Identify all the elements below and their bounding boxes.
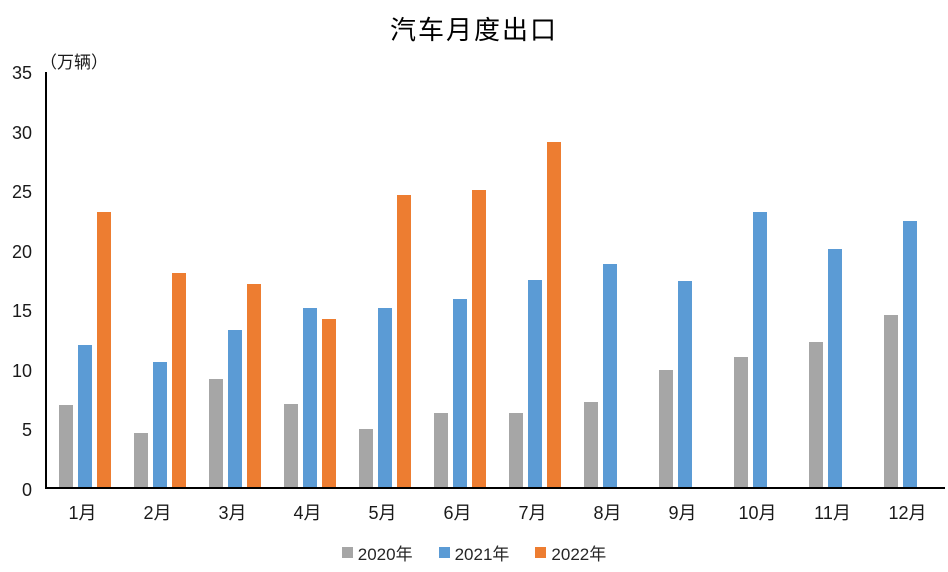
- bar-2020年-10月: [733, 357, 748, 487]
- bar-2022年-5月: [396, 195, 411, 487]
- x-axis-label-6月: 6月: [443, 503, 472, 523]
- bar-2020年-3月: [208, 378, 223, 487]
- y-axis-tick-label: 15: [11, 301, 32, 322]
- bar-2020年-5月: [358, 428, 373, 487]
- bar-group-12月: [872, 72, 947, 487]
- bar-group-8月: [572, 72, 647, 487]
- y-axis-tick-label: 20: [11, 241, 32, 262]
- bar-2020年-1月: [58, 404, 73, 487]
- x-axis-label-4月: 4月: [293, 503, 322, 523]
- y-axis-unit-label: （万辆）: [40, 53, 108, 72]
- y-axis-tick-label: 5: [21, 420, 32, 441]
- bar-2020年-12月: [883, 315, 898, 487]
- x-axis-label-9月: 9月: [668, 503, 697, 523]
- plot-area: [45, 72, 945, 489]
- bar-2021年-5月: [377, 308, 392, 487]
- bar-group-1月: [47, 72, 122, 487]
- x-axis-label-10月: 10月: [738, 503, 777, 523]
- bar-2020年-8月: [583, 402, 598, 487]
- bar-group-6月: [422, 72, 497, 487]
- bar-2021年-1月: [77, 345, 92, 487]
- bar-2020年-11月: [808, 341, 823, 487]
- bar-2020年-9月: [658, 370, 673, 487]
- legend-swatch-icon: [535, 547, 547, 558]
- bar-2021年-11月: [827, 248, 842, 487]
- x-axis-label-12月: 12月: [888, 503, 927, 523]
- bar-2021年-9月: [677, 280, 692, 487]
- y-axis-tick-label: 35: [11, 63, 32, 83]
- bar-2020年-6月: [433, 413, 448, 487]
- x-axis-label-5月: 5月: [368, 503, 397, 523]
- x-axis-label-3月: 3月: [218, 503, 247, 523]
- x-axis-label-2月: 2月: [143, 503, 172, 523]
- bar-group-5月: [347, 72, 422, 487]
- bar-2021年-3月: [227, 329, 242, 487]
- y-axis-tick-label: 0: [21, 480, 32, 500]
- bar-group-4月: [272, 72, 347, 487]
- bar-group-10月: [722, 72, 797, 487]
- bar-group-9月: [647, 72, 722, 487]
- legend-label: 2020年: [357, 545, 413, 564]
- bar-2020年-4月: [283, 403, 298, 487]
- bar-group-3月: [197, 72, 272, 487]
- bar-2022年-4月: [321, 319, 336, 487]
- x-axis-label-7月: 7月: [518, 503, 547, 523]
- y-axis-tick-label: 10: [11, 360, 32, 381]
- bar-2021年-10月: [752, 211, 767, 487]
- y-axis-tick-label: 25: [11, 182, 32, 203]
- legend-swatch-icon: [341, 547, 353, 558]
- y-axis-tick-label: 30: [11, 122, 32, 143]
- legend-label: 2022年: [551, 545, 607, 564]
- bar-2022年-3月: [246, 284, 261, 487]
- bar-group-2月: [122, 72, 197, 487]
- bar-2021年-2月: [152, 361, 167, 487]
- bar-2021年-6月: [452, 298, 467, 487]
- legend-label: 2021年: [454, 545, 510, 564]
- chart-title: 汽车月度出口: [389, 16, 558, 45]
- bar-2022年-6月: [471, 190, 486, 487]
- bar-2022年-2月: [171, 272, 186, 487]
- x-axis-label-1月: 1月: [68, 503, 97, 523]
- bar-2021年-4月: [302, 308, 317, 487]
- legend-item-2022年: 2022年: [535, 540, 606, 565]
- bar-2020年-7月: [508, 413, 523, 487]
- bar-2022年-7月: [546, 141, 561, 487]
- bar-group-7月: [497, 72, 572, 487]
- bar-2021年-12月: [902, 221, 917, 487]
- legend-item-2021年: 2021年: [438, 540, 510, 565]
- bar-2020年-2月: [133, 433, 148, 487]
- legend: 2020年 2021年 2022年: [0, 540, 948, 565]
- bar-2022年-1月: [96, 211, 111, 487]
- x-axis-label-8月: 8月: [593, 503, 622, 523]
- x-axis-label-11月: 11月: [814, 503, 851, 523]
- legend-swatch-icon: [438, 547, 450, 558]
- bar-group-11月: [797, 72, 872, 487]
- bar-2021年-7月: [527, 279, 542, 487]
- legend-item-2020年: 2020年: [341, 540, 413, 565]
- bar-2021年-8月: [602, 264, 617, 487]
